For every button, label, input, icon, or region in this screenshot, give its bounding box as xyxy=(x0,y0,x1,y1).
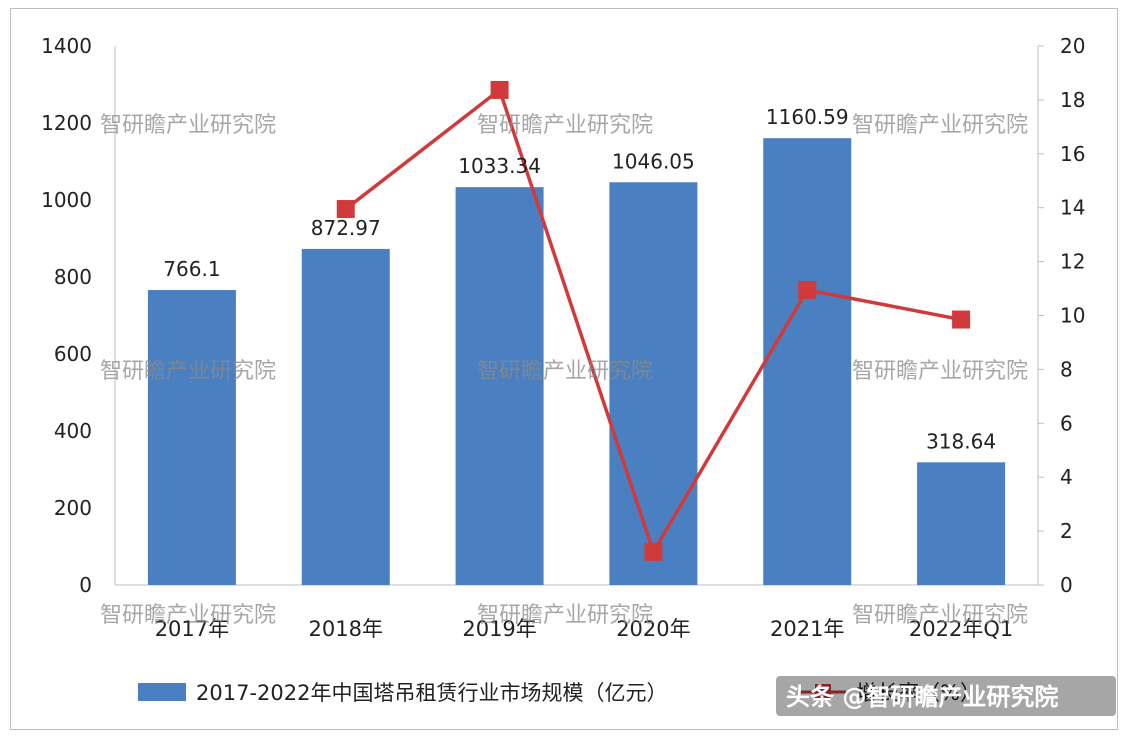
labels-layer: 766.1 872.97 1033.34 1046.05 1160.59 318.64 xyxy=(163,105,996,453)
watermark-text: 智研瞻产业研究院 xyxy=(477,113,653,138)
bars-layer xyxy=(147,138,1006,585)
bar-value-label: 1033.34 xyxy=(458,154,541,178)
x-tick-label: 2018年 xyxy=(309,617,383,641)
bar xyxy=(455,187,544,585)
y-right-tick-label: 18 xyxy=(1060,88,1085,112)
y-right-tick-label: 2 xyxy=(1060,519,1073,543)
legend-bar-label: 2017-2022年中国塔吊租赁行业市场规模（亿元） xyxy=(196,681,667,705)
y-left-tick-label: 400 xyxy=(54,419,92,443)
watermark-text: 智研瞻产业研究院 xyxy=(852,113,1028,138)
brand-overlay-bg xyxy=(776,676,1116,716)
bar-value-label: 1160.59 xyxy=(766,105,849,129)
y-right-tick-label: 0 xyxy=(1060,573,1073,597)
line-layer xyxy=(336,80,971,561)
brand-overlay-text: 头条 @智研瞻产业研究院 xyxy=(786,683,1058,711)
chart-frame xyxy=(10,8,1118,730)
y-left-tick-label: 1400 xyxy=(41,34,92,58)
x-tick-label: 2022年Q1 xyxy=(909,617,1013,641)
x-tick-label: 2019年 xyxy=(462,617,536,641)
bar xyxy=(763,138,852,585)
growth-rate-point xyxy=(798,280,817,299)
y-left-tick-label: 200 xyxy=(54,496,92,520)
y-right-tick-label: 12 xyxy=(1060,250,1085,274)
y-right-tick-label: 20 xyxy=(1060,34,1085,58)
bar xyxy=(609,182,698,585)
y-right-tick-label: 4 xyxy=(1060,465,1073,489)
y-right-tick-label: 6 xyxy=(1060,411,1073,435)
x-tick-label: 2021年 xyxy=(770,617,844,641)
watermark-text: 智研瞻产业研究院 xyxy=(477,603,653,628)
brand-overlay: 头条 @智研瞻产业研究院 xyxy=(776,676,1116,716)
y-left-tick-label: 1200 xyxy=(41,111,92,135)
growth-rate-point xyxy=(644,542,663,561)
watermark-text: 智研瞻产业研究院 xyxy=(477,359,653,384)
watermark-text: 智研瞻产业研究院 xyxy=(852,603,1028,628)
y-left-tick-label: 600 xyxy=(54,342,92,366)
y-right-tick-label: 14 xyxy=(1060,196,1085,220)
bar xyxy=(301,248,390,585)
watermark-text: 智研瞻产业研究院 xyxy=(852,359,1028,384)
growth-rate-point xyxy=(952,310,971,329)
bar xyxy=(147,290,236,585)
bar-value-label: 766.1 xyxy=(163,257,220,281)
growth-rate-point xyxy=(336,200,355,219)
legend-bar-swatch xyxy=(138,683,186,701)
axes-layer: 0 200 400 600 800 1000 1200 1400 0 2 4 6 8 10 12 14 16 18… xyxy=(41,34,1085,641)
y-left-tick-label: 1000 xyxy=(41,188,92,212)
legend-line-label: 增长率（%） xyxy=(856,681,981,705)
watermark-text: 智研瞻产业研究院 xyxy=(100,359,276,384)
watermark-text: 智研瞻产业研究院 xyxy=(100,603,276,628)
x-tick-label: 2020年 xyxy=(616,617,690,641)
y-left-tick-label: 800 xyxy=(54,265,92,289)
y-right-tick-label: 8 xyxy=(1060,357,1073,381)
growth-rate-point xyxy=(490,80,509,99)
bar xyxy=(917,462,1006,585)
x-tick-label: 2017年 xyxy=(155,617,229,641)
watermark-text: 智研瞻产业研究院 xyxy=(100,113,276,138)
bar-value-label: 872.97 xyxy=(311,216,381,240)
bar-value-label: 318.64 xyxy=(926,429,996,453)
y-right-tick-label: 10 xyxy=(1060,304,1085,328)
legend: 2017-2022年中国塔吊租赁行业市场规模（亿元） 增长率（%） xyxy=(138,681,981,705)
bar-value-label: 1046.05 xyxy=(612,149,695,173)
y-left-tick-label: 0 xyxy=(79,573,92,597)
legend-line-marker xyxy=(815,684,831,700)
y-right-tick-label: 16 xyxy=(1060,142,1085,166)
